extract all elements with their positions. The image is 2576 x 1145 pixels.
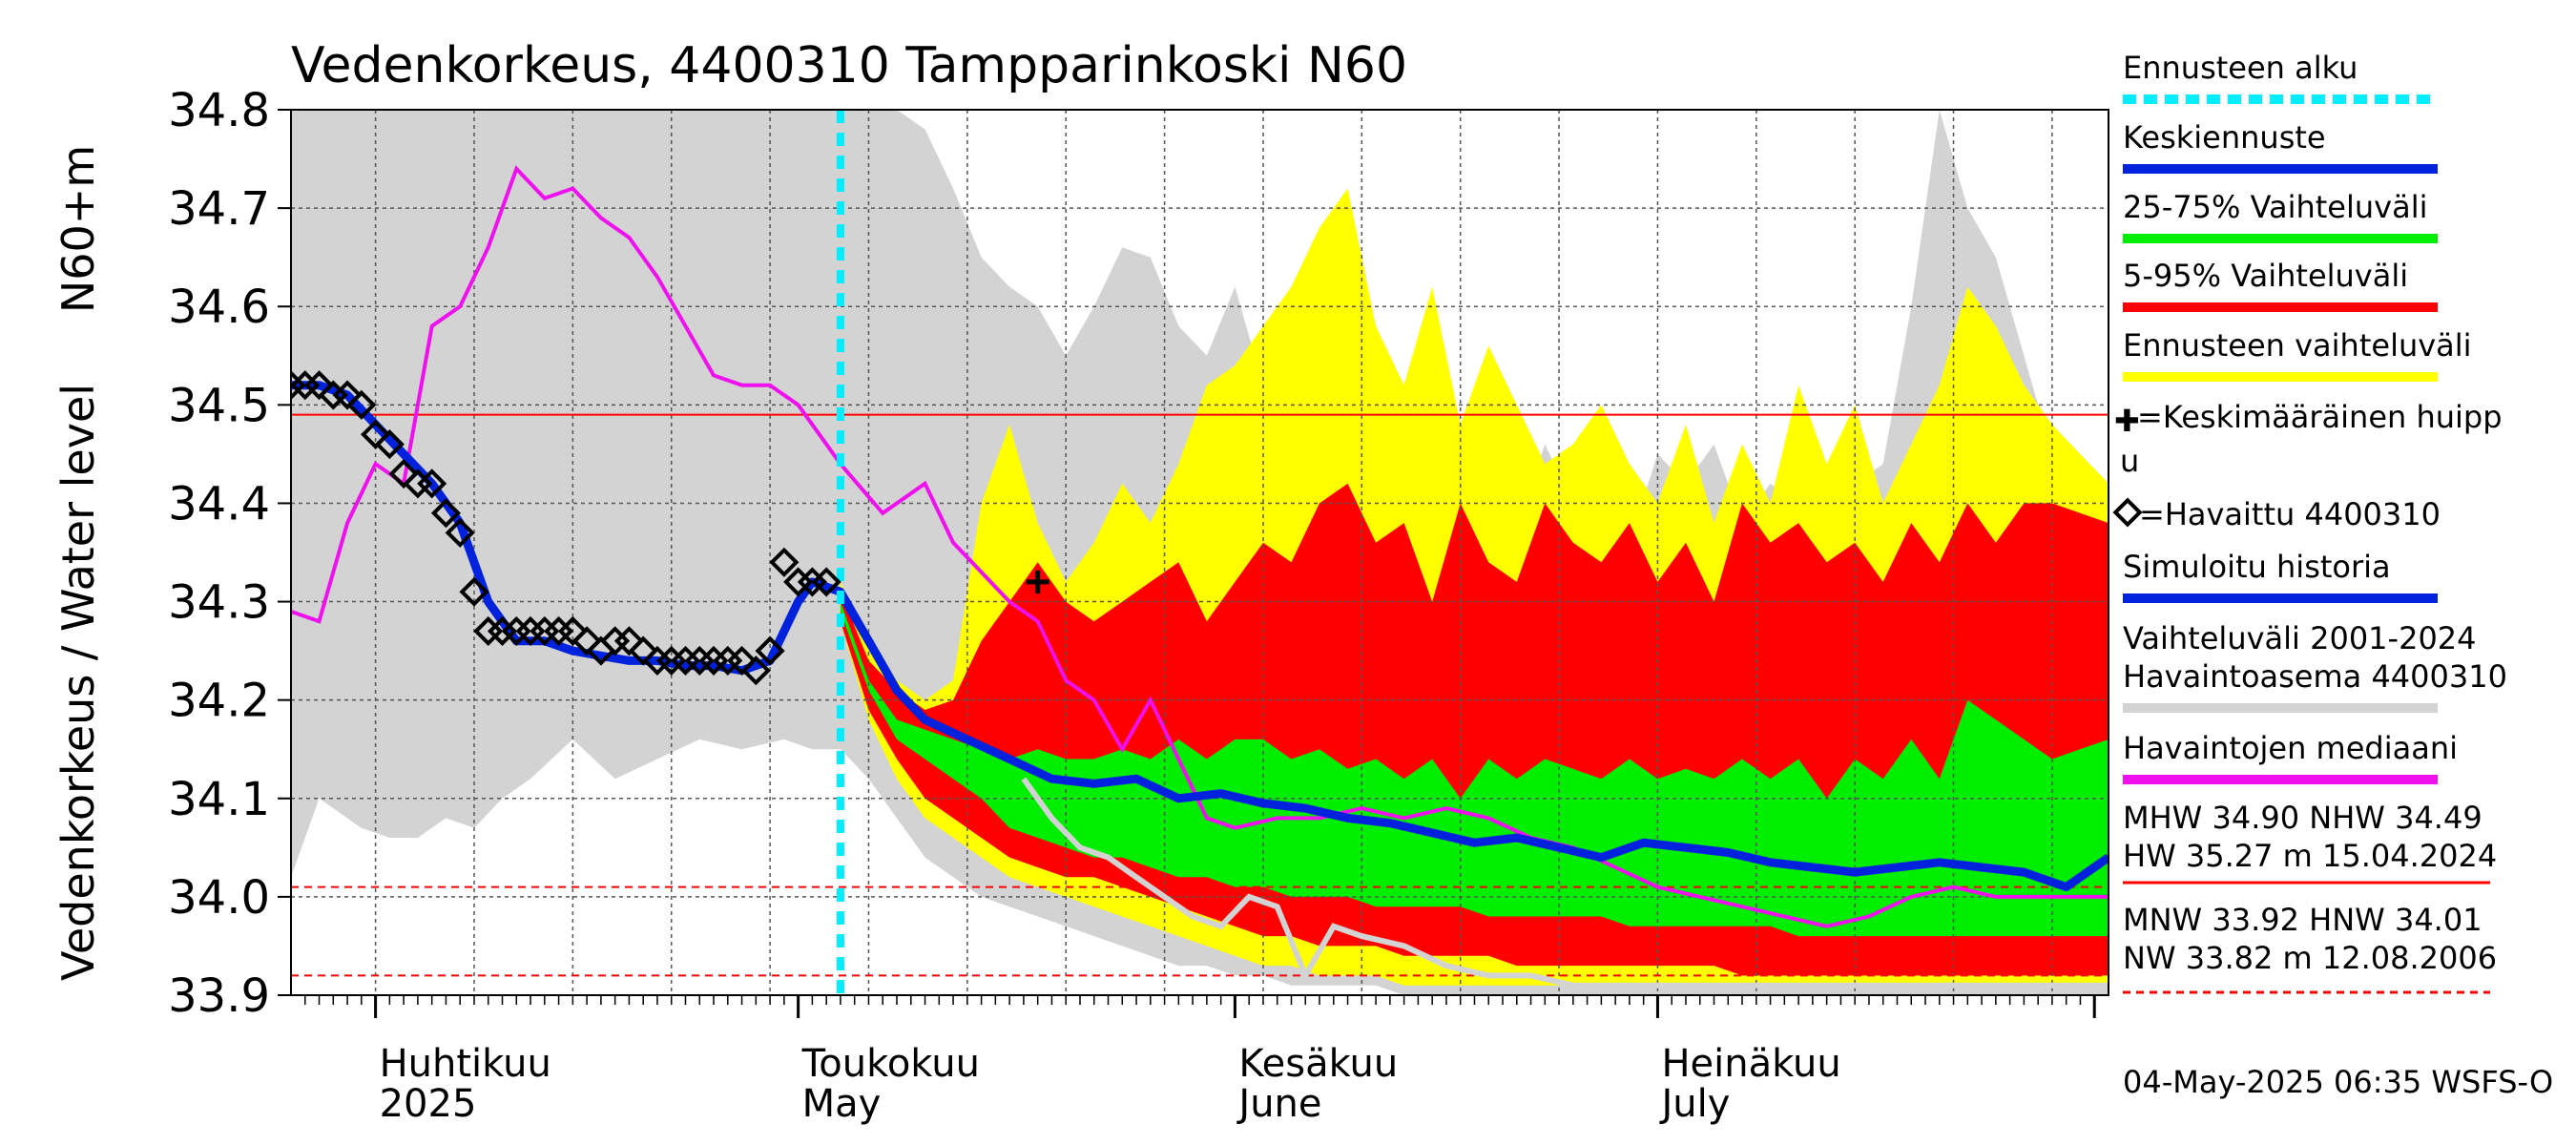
- chart-title: Vedenkorkeus, 4400310 Tampparinkoski N60: [291, 37, 1407, 94]
- legend-peak-label-cont: u: [2120, 443, 2139, 479]
- legend-symbols: ✚ =Keskimääräinen huipp u =Havaittu 4400…: [2112, 399, 2503, 532]
- legend-label: Ennusteen vaihteluväli: [2123, 327, 2472, 364]
- month-label-fi: Heinäkuu: [1661, 1042, 1840, 1086]
- observed-point: [811, 567, 841, 597]
- month-label-en: May: [802, 1082, 882, 1126]
- plot-frame: [290, 109, 2109, 996]
- legend-lower: Simuloitu historia Vaihteluväli 2001-2024…: [2123, 549, 2507, 784]
- observed-point: [769, 547, 800, 577]
- month-label-fi: Toukokuu: [801, 1042, 980, 1086]
- legend-label: Keskiennuste: [2123, 119, 2326, 156]
- x-axis-ticks: [304, 995, 2096, 1018]
- legend-label: Simuloitu historia: [2123, 549, 2391, 585]
- plot-area: [291, 110, 2109, 995]
- month-label-en: 2025: [380, 1082, 477, 1126]
- observed-point: [445, 517, 475, 548]
- stats-line-1: MHW 34.90 NHW 34.49: [2123, 800, 2483, 836]
- observed-point: [459, 576, 489, 607]
- legend-peak-label: =Keskimääräinen huipp: [2137, 399, 2503, 435]
- y-tick-label: 34.6: [168, 281, 270, 334]
- observed-point: [346, 389, 377, 420]
- legend-diamond-icon: [2112, 497, 2143, 528]
- y-tick-label: 34.2: [168, 675, 270, 728]
- observed-point: [740, 656, 771, 686]
- y-tick-label: 34.3: [168, 576, 270, 630]
- y-tick-label: 34.4: [168, 477, 270, 531]
- statistics-block: MHW 34.90 NHW 34.49 HW 35.27 m 15.04.202…: [2123, 800, 2497, 994]
- legend-plus-icon: ✚: [2114, 403, 2140, 439]
- footer-timestamp: 04-May-2025 06:35 WSFS-O: [2123, 1064, 2553, 1100]
- average-peak-marker: [1026, 570, 1049, 593]
- month-label-fi: Huhtikuu: [380, 1042, 551, 1086]
- average-peak-point: [1026, 570, 1049, 593]
- y-tick-label: 34.8: [168, 84, 270, 137]
- y-axis-label-upper: N60+m: [52, 145, 104, 313]
- y-tick-label: 33.9: [168, 969, 270, 1023]
- y-axis-ticks: 34.8 34.7 34.6 34.5 34.4 34.3 34.2 34.1 34.0 33.9: [168, 84, 291, 1023]
- legend-label: 25-75% Vaihteluväli: [2123, 189, 2427, 225]
- stats-line-3: MNW 33.92 HNW 34.01: [2123, 902, 2483, 938]
- month-label-fi: Kesäkuu: [1238, 1042, 1398, 1086]
- legend-label: 5-95% Vaihteluväli: [2123, 258, 2408, 294]
- legend-observed-label: =Havaittu 4400310: [2139, 496, 2441, 532]
- month-label-en: June: [1236, 1082, 1321, 1126]
- y-tick-label: 34.1: [168, 773, 270, 826]
- legend: Ennusteen alku Keskiennuste 25-75% Vaihtel…: [2123, 50, 2472, 382]
- observed-point: [430, 498, 461, 529]
- y-tick-label: 34.0: [168, 871, 270, 925]
- y-axis-label-lower: Vedenkorkeus / Water level: [52, 384, 104, 981]
- legend-label: Havaintoasema 4400310: [2123, 658, 2507, 695]
- simulated-history-line: [1021, 777, 2109, 989]
- legend-label: Ennusteen alku: [2123, 50, 2358, 86]
- observed-median-line: [291, 165, 2109, 928]
- observed-point: [417, 468, 447, 499]
- stats-line-2: HW 35.27 m 15.04.2024: [2123, 838, 2497, 874]
- p25-p75-band: [840, 601, 2109, 937]
- month-label-en: July: [1658, 1082, 1730, 1126]
- y-tick-label: 34.5: [168, 379, 270, 432]
- stats-line-4: NW 33.82 m 12.08.2006: [2123, 940, 2497, 976]
- observed-point: [755, 635, 785, 666]
- y-tick-label: 34.7: [168, 182, 270, 236]
- legend-label: Havaintojen mediaani: [2123, 730, 2458, 766]
- legend-label: Vaihteluväli 2001-2024: [2123, 620, 2477, 656]
- observed-point: [374, 429, 405, 460]
- observed-markers: [291, 370, 841, 686]
